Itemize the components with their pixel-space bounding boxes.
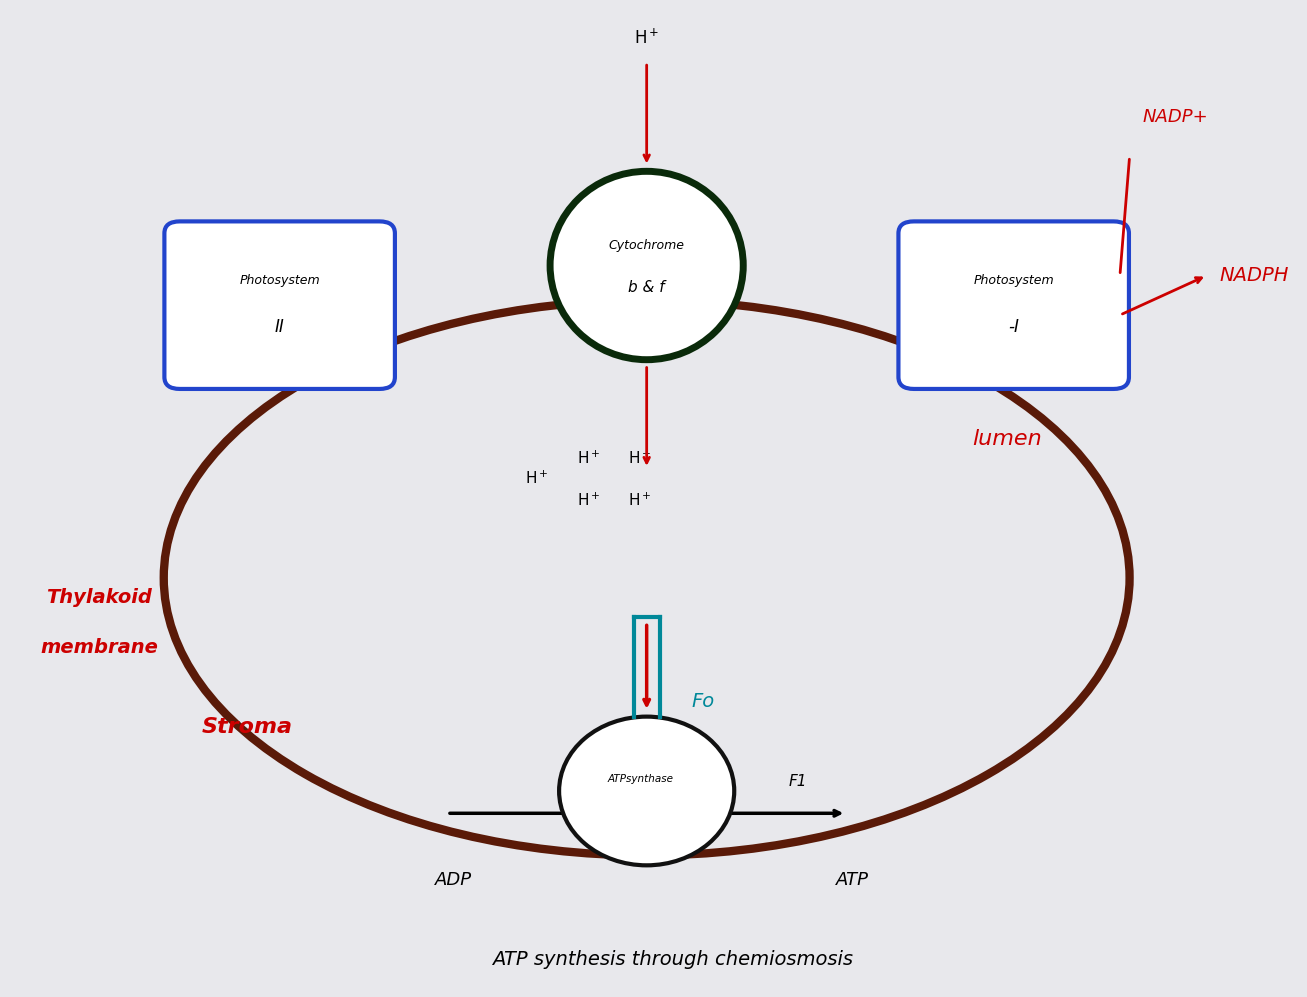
Text: ATP: ATP	[836, 871, 869, 889]
Text: ADP: ADP	[435, 871, 472, 889]
Text: Cytochrome: Cytochrome	[609, 239, 685, 252]
Text: Fo: Fo	[691, 692, 715, 711]
Text: H$^+$: H$^+$	[634, 28, 660, 48]
Text: ATPsynthase: ATPsynthase	[608, 774, 673, 784]
Text: II: II	[274, 318, 285, 336]
Text: b & f: b & f	[629, 280, 665, 295]
FancyBboxPatch shape	[898, 221, 1129, 389]
Text: H$^+$: H$^+$	[525, 470, 549, 488]
Text: H$^+$: H$^+$	[629, 451, 652, 468]
Text: H$^+$: H$^+$	[576, 492, 600, 509]
Text: Thylakoid: Thylakoid	[47, 588, 153, 607]
Text: ATP synthesis through chemiosmosis: ATP synthesis through chemiosmosis	[491, 950, 853, 969]
Text: H$^+$: H$^+$	[576, 451, 600, 468]
Text: -I: -I	[1008, 318, 1019, 336]
Ellipse shape	[559, 717, 735, 865]
Text: NADP+: NADP+	[1142, 108, 1208, 126]
Text: membrane: membrane	[41, 638, 158, 657]
Ellipse shape	[550, 171, 744, 360]
Text: F1: F1	[788, 774, 806, 789]
Text: NADPH: NADPH	[1219, 266, 1289, 285]
Text: Photosystem: Photosystem	[974, 274, 1053, 287]
Text: H$^+$: H$^+$	[629, 492, 652, 509]
FancyBboxPatch shape	[165, 221, 395, 389]
Text: Stroma: Stroma	[203, 717, 293, 737]
Text: Photosystem: Photosystem	[239, 274, 320, 287]
Text: lumen: lumen	[972, 429, 1042, 449]
